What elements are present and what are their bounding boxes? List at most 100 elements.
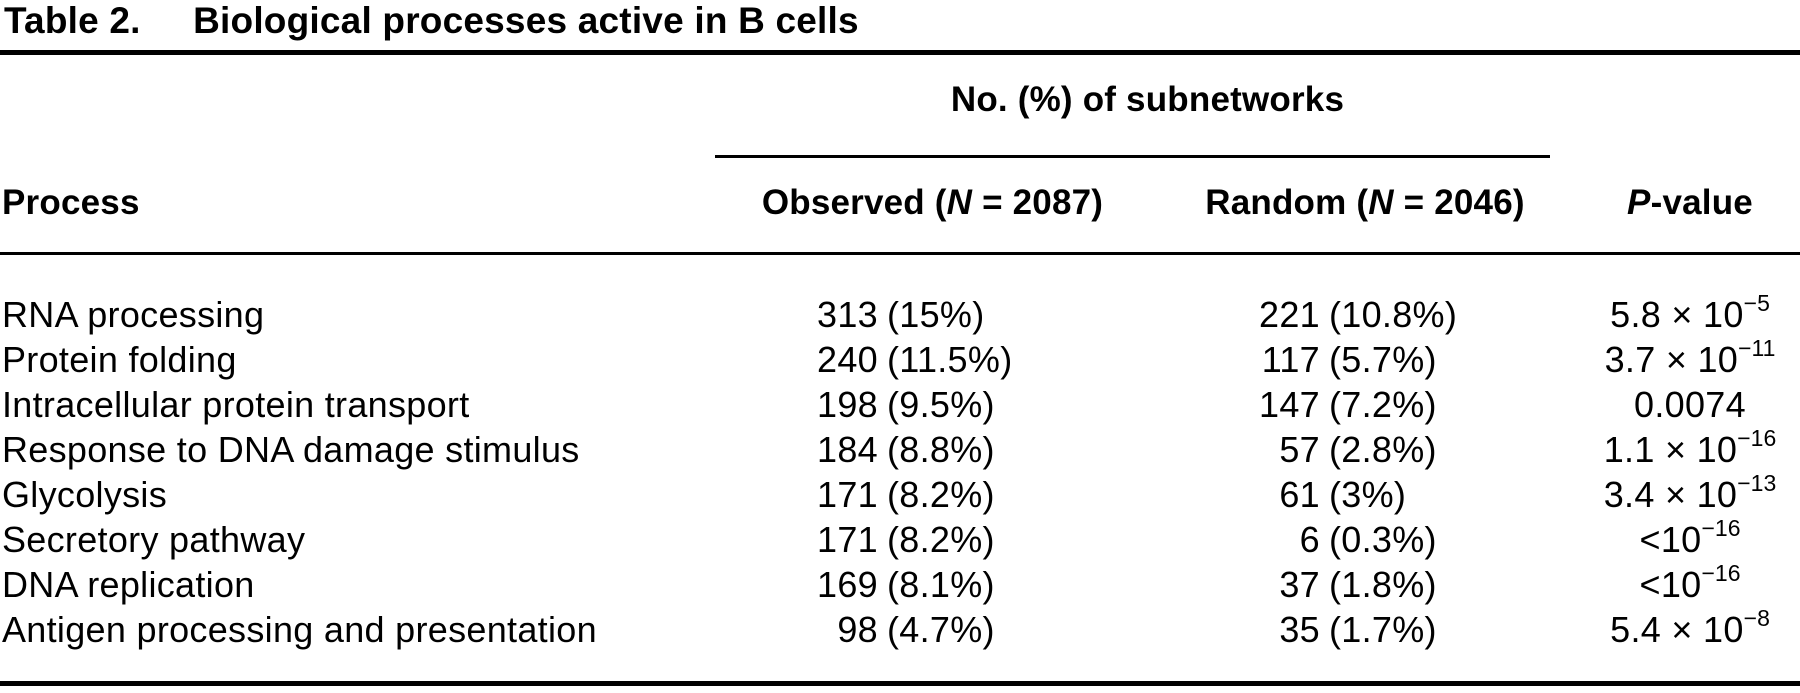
random-count: 35 xyxy=(1279,609,1320,650)
caption-title: Biological processes active in B cells xyxy=(193,0,859,41)
random-percent: (1.8%) xyxy=(1329,564,1437,605)
pvalue-base: 3.4 × 10 xyxy=(1603,474,1738,515)
process-cell: RNA processing xyxy=(2,294,265,335)
column-header-pvalue: P-value xyxy=(1580,183,1800,223)
pvalue-exponent: −16 xyxy=(1737,425,1777,451)
table-row: DNA replication 169 (8.1%) 37 (1.8%) <10−16 xyxy=(0,562,1800,607)
process-cell: Antigen processing and presentation xyxy=(2,609,597,650)
table-caption: Table 2. Biological processes active in … xyxy=(4,0,859,42)
spanning-header-rule xyxy=(715,155,1550,158)
random-cell: 221 (10.8%) xyxy=(1150,292,1580,337)
observed-percent: (4.7%) xyxy=(887,609,995,650)
random-cell: 147 (7.2%) xyxy=(1150,382,1580,427)
observed-percent: (8.2%) xyxy=(887,474,995,515)
random-percent: (5.7%) xyxy=(1329,339,1437,380)
pvalue-cell: <10−16 xyxy=(1580,562,1800,607)
pvalue-cell: 3.4 × 10−13 xyxy=(1580,472,1800,517)
table-row: Secretory pathway 171 (8.2%) 6 (0.3%) <10−16 xyxy=(0,517,1800,562)
observed-percent: (11.5%) xyxy=(887,339,1013,380)
observed-count: 313 xyxy=(817,294,878,335)
random-count: 221 xyxy=(1259,294,1320,335)
random-cell: 6 (0.3%) xyxy=(1150,517,1580,562)
bottom-rule xyxy=(0,681,1800,686)
observed-count: 184 xyxy=(817,429,878,470)
table-row: Protein folding 240 (11.5%) 117 (5.7%) 3.7 × … xyxy=(0,337,1800,382)
observed-cell: 184 (8.8%) xyxy=(715,427,1150,472)
random-cell: 117 (5.7%) xyxy=(1150,337,1580,382)
random-count: 57 xyxy=(1279,429,1320,470)
random-percent: (7.2%) xyxy=(1329,384,1437,425)
pvalue-exponent: −16 xyxy=(1701,560,1741,586)
observed-count: 198 xyxy=(817,384,878,425)
pvalue-cell: 5.8 × 10−5 xyxy=(1580,292,1800,337)
observed-header-n: N xyxy=(946,183,973,222)
pvalue-cell: 0.0074 xyxy=(1580,382,1800,427)
observed-count: 171 xyxy=(817,519,878,560)
random-count: 37 xyxy=(1279,564,1320,605)
process-cell: Intracellular protein transport xyxy=(2,384,470,425)
pvalue-exponent: −16 xyxy=(1701,515,1741,541)
pvalue-base: 3.7 × 10 xyxy=(1604,339,1739,380)
pvalue-base: 5.4 × 10 xyxy=(1610,609,1744,650)
observed-percent: (15%) xyxy=(887,294,985,335)
process-cell: Glycolysis xyxy=(2,474,168,515)
caption-label: Table 2. xyxy=(4,0,141,41)
observed-count: 169 xyxy=(817,564,878,605)
random-count: 117 xyxy=(1261,339,1320,380)
random-count: 61 xyxy=(1279,474,1320,515)
random-percent: (10.8%) xyxy=(1329,294,1458,335)
pvalue-base: <10 xyxy=(1639,519,1702,560)
pvalue-base: 0.0074 xyxy=(1634,384,1746,425)
pvalue-cell: 5.4 × 10−8 xyxy=(1580,607,1800,652)
observed-count: 171 xyxy=(817,474,878,515)
observed-cell: 169 (8.1%) xyxy=(715,562,1150,607)
top-rule xyxy=(0,50,1800,55)
column-header-process: Process xyxy=(2,183,140,222)
random-count: 6 xyxy=(1299,519,1320,560)
random-percent: (1.7%) xyxy=(1329,609,1437,650)
random-cell: 37 (1.8%) xyxy=(1150,562,1580,607)
header-rule xyxy=(0,252,1800,255)
pvalue-exponent: −11 xyxy=(1738,335,1776,361)
observed-header-post: = 2087) xyxy=(972,183,1104,222)
random-header-post: = 2046) xyxy=(1393,183,1525,222)
random-cell: 35 (1.7%) xyxy=(1150,607,1580,652)
random-header-n: N xyxy=(1368,183,1394,222)
observed-percent: (9.5%) xyxy=(887,384,995,425)
table-body: RNA processing 313 (15%) 221 (10.8%) 5.8 × 10… xyxy=(0,292,1800,652)
pvalue-header-p: P xyxy=(1627,183,1651,222)
observed-cell: 198 (9.5%) xyxy=(715,382,1150,427)
observed-header-pre: Observed ( xyxy=(761,183,947,222)
observed-percent: (8.8%) xyxy=(887,429,995,470)
pvalue-exponent: −13 xyxy=(1737,470,1777,496)
pvalue-exponent: −5 xyxy=(1743,290,1770,316)
observed-count: 240 xyxy=(817,339,878,380)
observed-cell: 171 (8.2%) xyxy=(715,472,1150,517)
random-percent: (3%) xyxy=(1329,474,1407,515)
column-header-row: Process Observed (N = 2087) Random (N = … xyxy=(0,183,1800,223)
observed-percent: (8.1%) xyxy=(887,564,995,605)
random-header-pre: Random ( xyxy=(1205,183,1369,222)
table-row: Glycolysis 171 (8.2%) 61 (3%) 3.4 × 10−13 xyxy=(0,472,1800,517)
table-row: Intracellular protein transport 198 (9.5%)… xyxy=(0,382,1800,427)
observed-cell: 171 (8.2%) xyxy=(715,517,1150,562)
random-percent: (0.3%) xyxy=(1329,519,1437,560)
pvalue-cell: <10−16 xyxy=(1580,517,1800,562)
pvalue-cell: 1.1 × 10−16 xyxy=(1580,427,1800,472)
observed-cell: 240 (11.5%) xyxy=(715,337,1150,382)
observed-cell: 313 (15%) xyxy=(715,292,1150,337)
pvalue-base: 5.8 × 10 xyxy=(1610,294,1744,335)
process-cell: Secretory pathway xyxy=(2,519,306,560)
table-row: Response to DNA damage stimulus 184 (8.8%)… xyxy=(0,427,1800,472)
process-cell: DNA replication xyxy=(2,564,255,605)
column-header-observed: Observed (N = 2087) xyxy=(715,183,1150,223)
column-header-random: Random (N = 2046) xyxy=(1150,183,1580,223)
pvalue-header-post: -value xyxy=(1650,183,1753,222)
process-cell: Response to DNA damage stimulus xyxy=(2,429,580,470)
table-row: Antigen processing and presentation 98 (4.… xyxy=(0,607,1800,652)
random-cell: 61 (3%) xyxy=(1150,472,1580,517)
observed-count: 98 xyxy=(837,609,878,650)
random-percent: (2.8%) xyxy=(1329,429,1437,470)
observed-percent: (8.2%) xyxy=(887,519,995,560)
